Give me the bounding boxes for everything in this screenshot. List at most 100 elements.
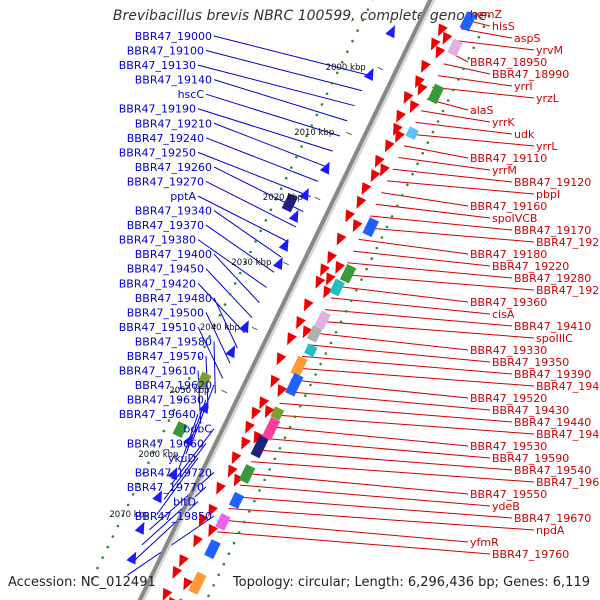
forward-gene-arrow	[303, 298, 314, 312]
right-gene-label: BBR47_19520	[470, 392, 547, 405]
gc-dot	[356, 29, 359, 32]
scale-tick-label: 2010 kbp	[294, 128, 334, 138]
cog-category-block	[204, 539, 221, 560]
right-gene-label: BBR47_19360	[470, 296, 547, 309]
forward-gene-arrow	[315, 275, 326, 289]
forward-gene-arrow	[208, 503, 218, 517]
gc-dot	[198, 356, 201, 359]
left-gene-label: BBR47_19400	[135, 248, 212, 261]
gc-dot	[91, 577, 94, 580]
forward-gene-arrow	[179, 554, 189, 568]
reverse-gene-arrow	[272, 257, 283, 270]
gc-dot	[314, 373, 317, 376]
forward-gene-arrow	[356, 195, 367, 209]
gc-dot	[390, 215, 394, 218]
gc-dot	[284, 176, 288, 180]
left-leader-line	[205, 50, 363, 92]
left-leader-line	[171, 428, 215, 485]
right-gene-label: udk	[514, 128, 535, 141]
right-gene-label: BBR47_19600	[536, 476, 600, 489]
forward-gene-arrow	[352, 219, 363, 233]
right-gene-label: BBR47_18950	[470, 56, 547, 69]
left-leader-line	[205, 181, 297, 228]
left-gene-label: BBR47_19260	[135, 161, 212, 174]
left-gene-label: BBR47_19620	[135, 379, 212, 392]
gc-dot	[239, 271, 242, 275]
gc-dot	[375, 246, 379, 250]
forward-gene-arrow	[302, 325, 313, 339]
scale-ticks: 2000 kbp 2010 kbp 2020 kbp 2030 kbp 2040 kbp…	[109, 63, 384, 520]
backbone-line	[137, 0, 433, 600]
right-gene-label: BBR47_19410	[514, 320, 591, 333]
gc-dot	[258, 489, 261, 492]
right-leader-line	[279, 402, 513, 423]
gc-dot	[223, 303, 227, 306]
right-leader-line	[290, 379, 469, 399]
right-gene-label: yrrL	[536, 140, 558, 153]
gc-dot	[116, 524, 120, 528]
gc-dot	[218, 313, 222, 317]
gc-dot	[350, 299, 353, 303]
forward-gene-arrow	[287, 332, 297, 346]
right-gene-label: yrrI	[514, 80, 533, 93]
gc-dot	[365, 267, 368, 271]
reverse-gene-arrow	[198, 400, 209, 414]
right-leader-line	[302, 355, 513, 375]
left-leader-line	[213, 253, 260, 303]
forward-gene-arrow	[442, 31, 453, 45]
right-gene-label: BBR47_19170	[514, 224, 591, 237]
right-leader-line	[256, 449, 513, 471]
right-leader-line	[437, 75, 513, 87]
forward-gene-arrow	[438, 23, 448, 37]
scale-tick-mark	[161, 513, 168, 518]
gc-dot	[324, 352, 328, 355]
cog-category-block	[339, 264, 357, 284]
forward-gene-arrow	[169, 596, 176, 600]
gc-dot	[288, 425, 292, 429]
right-leader-line	[262, 437, 491, 459]
gc-dot	[228, 292, 232, 296]
gc-dot	[152, 450, 155, 454]
left-leader-line	[197, 151, 311, 198]
cog-category-block	[314, 310, 331, 330]
gc-dot	[370, 257, 374, 260]
map-title: Brevibacillus brevis NBRC 100599, comple…	[112, 8, 488, 24]
forward-gene-arrow	[162, 587, 173, 600]
gc-dot	[207, 594, 210, 598]
right-gene-label: BBR47_19120	[514, 176, 591, 189]
right-leader-line	[285, 391, 491, 411]
gc-dot	[131, 493, 135, 496]
cog-category-block	[306, 325, 323, 343]
gc-dot	[203, 345, 206, 349]
right-leader-line	[375, 203, 491, 219]
cog-category-block	[270, 406, 285, 421]
forward-gene-arrow	[361, 182, 372, 195]
gc-dot	[167, 419, 171, 422]
scale-tick-mark	[221, 389, 228, 394]
right-leader-line	[415, 121, 513, 135]
left-gene-label: BBR47_19500	[127, 306, 204, 319]
cog-category-block	[172, 421, 188, 439]
gc-dot	[222, 562, 226, 566]
scale-tick-label: 2050 kbp	[169, 386, 209, 396]
left-gene-label: ykuD	[168, 452, 196, 465]
forward-gene-arrow	[251, 406, 262, 420]
reverse-gene-arrow	[183, 433, 194, 447]
gc-dot	[395, 204, 399, 208]
left-gene-label: BBR47_19270	[127, 175, 204, 188]
gc-dot	[96, 566, 99, 570]
gc-dot	[385, 225, 389, 229]
right-leader-line	[364, 227, 535, 243]
gc-dot	[351, 39, 354, 43]
left-leader-line	[205, 224, 275, 273]
forward-gene-arrow	[241, 436, 251, 450]
gc-dot	[452, 88, 455, 92]
right-gene-label: BBR47_19290	[536, 284, 600, 297]
forward-gene-arrow	[323, 285, 334, 299]
cog-category-block	[329, 278, 345, 297]
right-gene-label: yrrK	[492, 116, 515, 129]
scale-tick-label: 2040 kbp	[200, 323, 240, 333]
forward-gene-arrow	[198, 513, 209, 527]
cog-category-block	[447, 38, 463, 57]
right-leader-line	[370, 215, 513, 231]
